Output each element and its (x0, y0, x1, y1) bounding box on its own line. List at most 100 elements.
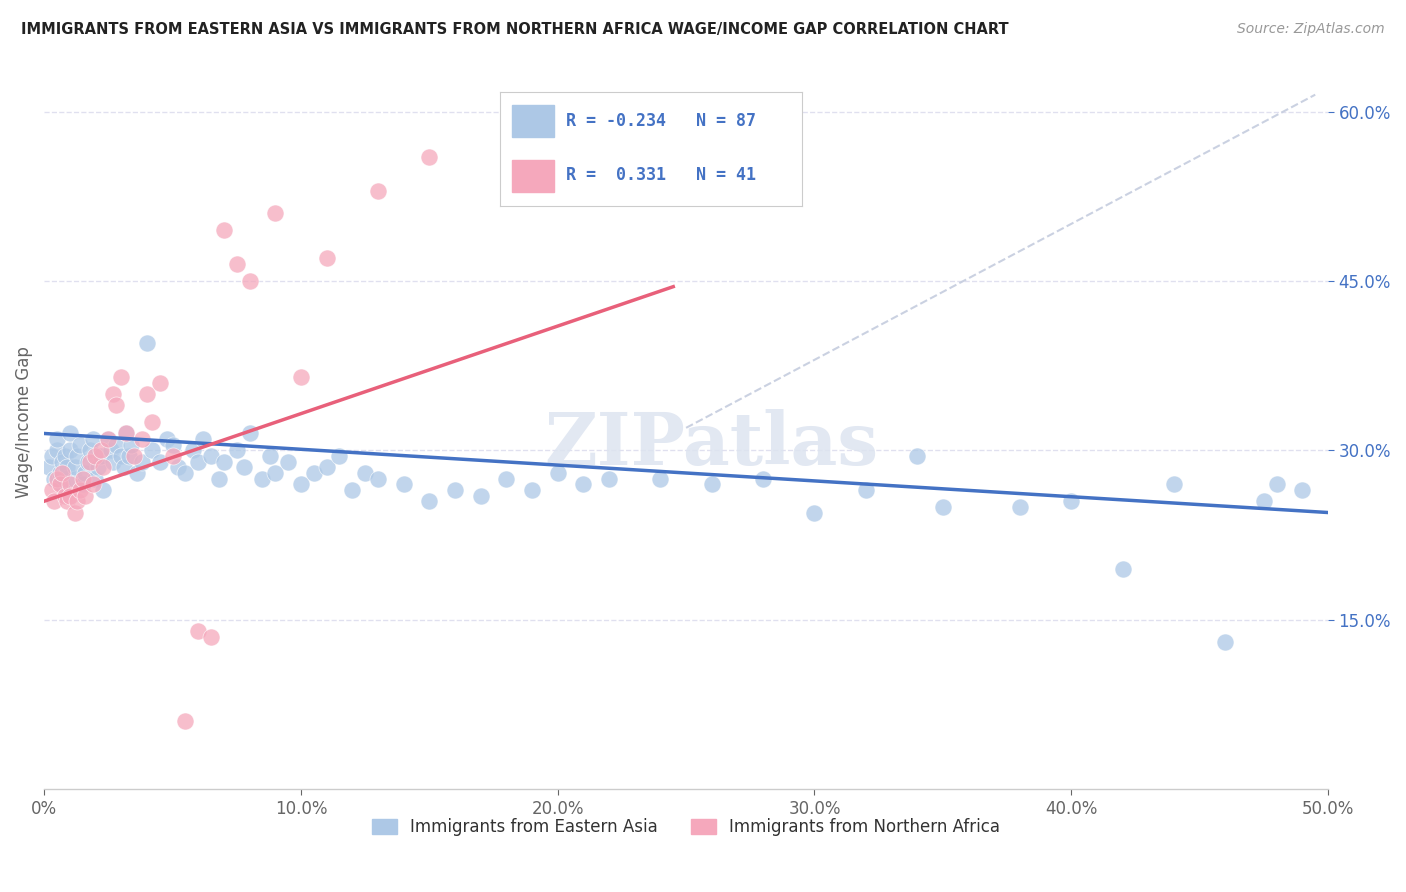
Point (290, 370, 312, 384)
Point (315, 460, 337, 475)
Text: IMMIGRANTS FROM EASTERN ASIA VS IMMIGRANTS FROM NORTHERN AFRICA WAGE/INCOME GAP : IMMIGRANTS FROM EASTERN ASIA VS IMMIGRAN… (21, 22, 1008, 37)
Point (59, 477, 82, 491)
Point (181, 443, 204, 458)
Point (264, 206, 287, 220)
Point (44, 494, 66, 508)
Point (166, 460, 188, 475)
Point (392, 477, 415, 491)
Point (1215, 635, 1237, 649)
Point (259, 449, 281, 463)
Point (59, 426, 82, 441)
Point (75, 489, 97, 503)
Point (547, 466, 569, 480)
Point (75, 466, 97, 480)
Point (187, 624, 209, 639)
Point (91, 483, 114, 497)
Point (342, 483, 364, 497)
Point (91, 460, 114, 475)
Point (1265, 477, 1288, 491)
Point (59, 443, 82, 458)
Point (110, 370, 132, 384)
Point (51, 477, 73, 491)
Point (187, 455, 209, 469)
Point (66, 494, 89, 508)
Point (418, 150, 440, 164)
Point (84, 472, 107, 486)
Point (63, 460, 86, 475)
Point (79, 443, 101, 458)
Point (208, 472, 231, 486)
Point (115, 426, 138, 441)
Point (131, 432, 153, 446)
Point (225, 443, 247, 458)
Point (122, 449, 145, 463)
Point (444, 483, 467, 497)
Point (1060, 494, 1083, 508)
Point (1291, 483, 1313, 497)
Text: ZIPatlas: ZIPatlas (544, 409, 879, 480)
Point (700, 477, 723, 491)
Point (367, 184, 389, 198)
Point (238, 426, 260, 441)
Point (905, 449, 928, 463)
Point (82, 477, 104, 491)
Point (103, 455, 125, 469)
Point (46, 432, 69, 446)
Point (97, 432, 120, 446)
Text: Source: ZipAtlas.com: Source: ZipAtlas.com (1237, 22, 1385, 37)
Point (212, 455, 235, 469)
Point (63, 506, 86, 520)
Point (855, 483, 877, 497)
Point (44, 472, 66, 486)
Point (162, 438, 184, 452)
Point (53, 449, 76, 463)
Point (51, 466, 73, 480)
Point (290, 477, 312, 491)
Point (264, 466, 287, 480)
Point (162, 449, 184, 463)
Point (76, 455, 98, 469)
Point (69, 483, 91, 497)
Point (238, 274, 260, 288)
Point (1111, 562, 1133, 576)
Point (56, 494, 79, 508)
Point (174, 466, 197, 480)
Point (90, 449, 112, 463)
Point (87, 460, 110, 475)
Point (470, 489, 492, 503)
Point (1008, 500, 1031, 514)
Point (72, 472, 94, 486)
Point (932, 500, 955, 514)
Point (112, 460, 135, 475)
Legend: Immigrants from Eastern Asia, Immigrants from Northern Africa: Immigrants from Eastern Asia, Immigrants… (371, 818, 1001, 836)
Point (315, 252, 337, 266)
Point (277, 455, 299, 469)
Point (149, 376, 172, 390)
Point (100, 443, 122, 458)
Point (1253, 494, 1275, 508)
Point (56, 460, 79, 475)
Point (51, 455, 73, 469)
Point (63, 472, 86, 486)
Point (46, 443, 69, 458)
Point (149, 455, 172, 469)
Point (69, 438, 91, 452)
Point (82, 432, 104, 446)
Point (66, 449, 89, 463)
Point (41, 449, 63, 463)
Y-axis label: Wage/Income Gap: Wage/Income Gap (15, 346, 32, 498)
Point (110, 449, 132, 463)
Point (135, 387, 157, 401)
Point (59, 489, 82, 503)
Point (38, 460, 60, 475)
Point (48, 466, 70, 480)
Point (118, 449, 141, 463)
Point (225, 257, 247, 271)
Point (302, 466, 325, 480)
Point (135, 336, 157, 351)
Point (120, 438, 142, 452)
Point (105, 398, 128, 412)
Point (367, 472, 389, 486)
Point (252, 472, 274, 486)
Point (156, 432, 179, 446)
